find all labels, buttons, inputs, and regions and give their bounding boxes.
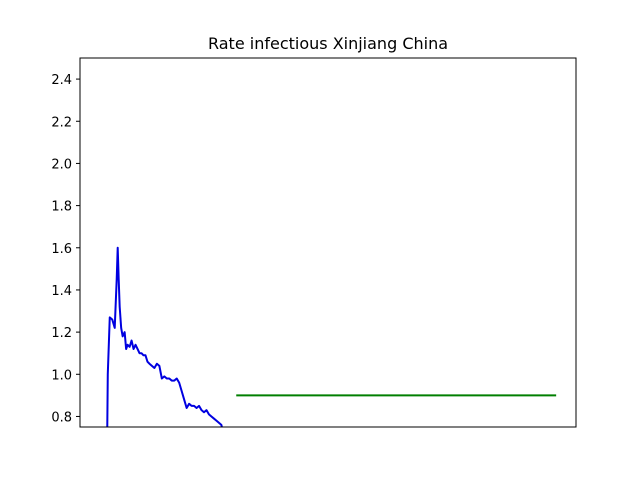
chart-title: Rate infectious Xinjiang China — [208, 34, 448, 53]
y-tick-label: 2.0 — [51, 157, 72, 172]
y-tick-label: 1.8 — [51, 200, 72, 215]
y-tick-label: 0.8 — [51, 410, 72, 425]
y-tick-label: 2.2 — [51, 115, 72, 130]
y-tick-label: 1.6 — [51, 242, 72, 257]
y-axis: 0.8 1.0 1.2 1.4 1.6 1.8 2.0 2.2 2.4 — [51, 73, 80, 425]
y-tick-label: 1.0 — [51, 368, 72, 383]
series-line-1 — [106, 246, 223, 427]
plot-frame — [79, 57, 577, 428]
plot-area — [106, 246, 557, 427]
y-tick-label: 1.2 — [51, 326, 72, 341]
y-tick-label: 1.4 — [51, 284, 72, 299]
y-tick-label: 2.4 — [51, 73, 72, 88]
